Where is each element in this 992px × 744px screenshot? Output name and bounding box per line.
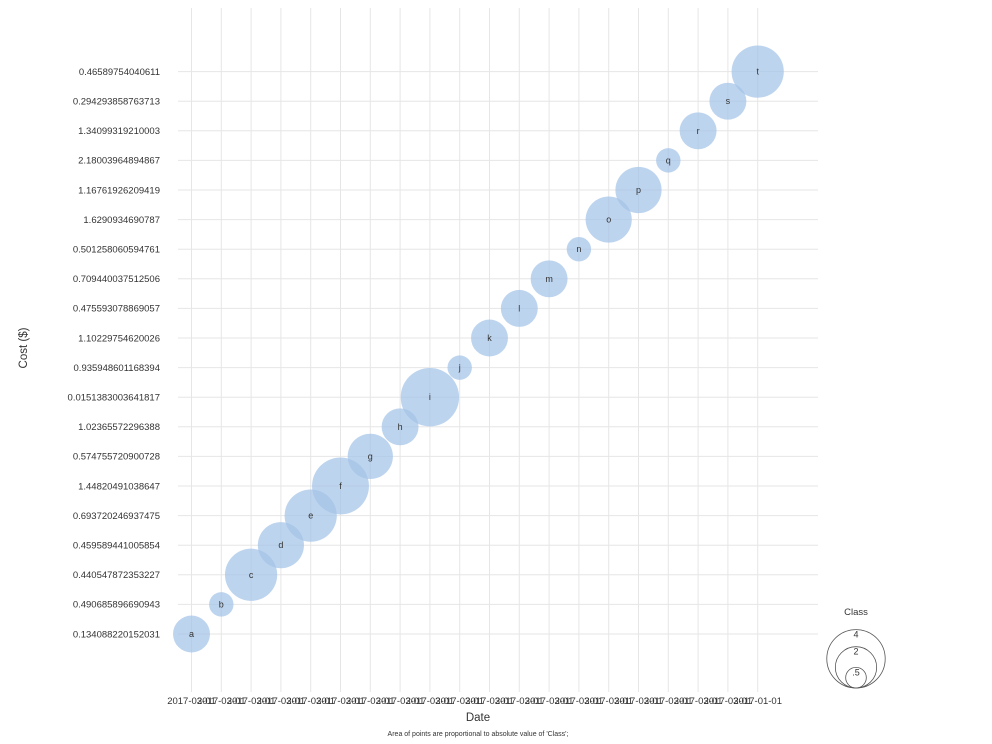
x-tick-label: 2017-03-01 xyxy=(257,696,306,707)
legend-label: 4 xyxy=(853,630,858,640)
y-tick-label: 0.574755720900728 xyxy=(73,452,160,463)
bubble-t xyxy=(731,45,784,98)
x-tick-label: 2017-03-01 xyxy=(614,696,663,707)
x-tick-label: 2017-03-01 xyxy=(227,696,276,707)
bubble-i xyxy=(400,368,460,427)
y-tick-label: 1.10229754620026 xyxy=(78,333,160,344)
x-tick-label: 2017-03-01 xyxy=(286,696,335,707)
legend-label: 2 xyxy=(853,647,858,657)
y-tick-label: 0.134088220152031 xyxy=(73,629,160,640)
y-tick-label: 0.440547872353227 xyxy=(73,570,160,581)
y-tick-label: 0.709440037512506 xyxy=(73,274,160,285)
bubble-m xyxy=(530,260,568,298)
x-tick-label: 2017-03-01 xyxy=(584,696,633,707)
x-tick-label: 2017-03-01 xyxy=(674,696,723,707)
bubble-p xyxy=(615,166,662,214)
x-tick-label: 2017-03-01 xyxy=(495,696,544,707)
legend-label: .5 xyxy=(852,667,860,677)
bubble-label: m xyxy=(545,274,553,284)
bubble-g xyxy=(347,433,393,480)
bubble-label: b xyxy=(219,599,224,609)
bubble-label: h xyxy=(398,422,403,432)
y-tick-label: 0.459589441005854 xyxy=(73,541,160,552)
x-tick-label: 2017-03-01 xyxy=(197,696,246,707)
bubble-label: e xyxy=(308,511,313,521)
bubble-s xyxy=(709,82,747,120)
y-tick-label: 0.0151383003641817 xyxy=(68,393,160,404)
bubble-q xyxy=(656,148,681,173)
x-tick-label: 2017-03-01 xyxy=(525,696,574,707)
bubble-label: s xyxy=(726,96,731,106)
x-tick-label: 2017-03-01 xyxy=(644,696,693,707)
x-tick-label: 2017-03-01 xyxy=(465,696,514,707)
bubble-label: k xyxy=(487,333,492,343)
y-axis-ticks: 0.134088220152031 0.490685896690943 0.4405… xyxy=(68,67,160,640)
y-tick-label: 0.46589754040611 xyxy=(79,67,160,78)
legend-circle xyxy=(845,666,867,689)
bubble-o xyxy=(585,196,632,243)
y-tick-label: 1.16761926209419 xyxy=(78,185,160,196)
y-tick-label: 0.501258060594761 xyxy=(73,245,160,256)
y-tick-label: 1.02365572296388 xyxy=(78,422,160,433)
bubble-label: l xyxy=(518,303,520,313)
bubble-label: q xyxy=(666,155,671,165)
y-tick-label: 1.6290934690787 xyxy=(83,215,160,226)
size-legend: Class 4 2 .5 xyxy=(826,607,886,689)
bubble-label: a xyxy=(189,629,194,639)
x-tick-label: 2017-01-01 xyxy=(733,696,782,707)
y-tick-label: 1.34099319210003 xyxy=(78,126,160,137)
bubble-label: f xyxy=(339,481,342,491)
x-tick-label: 2017-03-01 xyxy=(435,696,484,707)
bubble-j xyxy=(447,355,472,380)
bubble-r xyxy=(679,112,717,150)
x-tick-label: 2017-03-01 xyxy=(555,696,604,707)
x-tick-label: 2017-03-01 xyxy=(376,696,425,707)
bubble-label: r xyxy=(697,126,700,136)
bubble-label: p xyxy=(636,185,641,195)
bubbles: a b c d e f g h i j k l m n o p q r s t xyxy=(173,45,784,653)
bubble-label: n xyxy=(576,244,581,254)
bubble-n xyxy=(566,236,592,262)
y-axis-label: Cost ($) xyxy=(18,327,30,368)
bubble-b xyxy=(209,592,234,617)
x-tick-label: 2017-03-01 xyxy=(704,696,753,707)
x-tick-label: 2017-03-01 xyxy=(406,696,455,707)
y-tick-label: 0.693720246937475 xyxy=(73,511,160,522)
bubble-a xyxy=(173,615,210,653)
bubble-label: i xyxy=(429,392,431,402)
y-tick-label: 0.475593078869057 xyxy=(73,304,160,315)
bubble-label: d xyxy=(278,540,283,550)
bubble-label: j xyxy=(458,363,461,373)
x-axis-ticks: 2017-03-012017-03-012017-03-012017-03-01… xyxy=(167,696,782,707)
y-tick-label: 0.935948601168394 xyxy=(74,363,160,374)
y-tick-label: 1.44820491038647 xyxy=(78,481,160,492)
x-tick-label: 2017-03-01 xyxy=(316,696,365,707)
y-tick-label: 0.294293858763713 xyxy=(73,97,160,108)
bubble-k xyxy=(471,319,508,357)
bubble-label: c xyxy=(249,570,254,580)
bubble-label: o xyxy=(606,215,611,225)
bubble-label: g xyxy=(368,451,373,461)
bubble-label: t xyxy=(756,67,759,77)
x-axis-label: Date xyxy=(466,712,490,724)
legend-title: Class xyxy=(844,607,868,618)
y-tick-label: 2.18003964894867 xyxy=(78,156,160,167)
chart-caption: Area of points are proportional to absol… xyxy=(388,731,569,738)
bubble-l xyxy=(500,289,538,327)
y-tick-label: 0.490685896690943 xyxy=(73,600,160,611)
x-tick-label: 2017-03-01 xyxy=(346,696,395,707)
bubble-c xyxy=(224,548,278,601)
x-tick-label: 2017-03-01 xyxy=(167,696,216,707)
